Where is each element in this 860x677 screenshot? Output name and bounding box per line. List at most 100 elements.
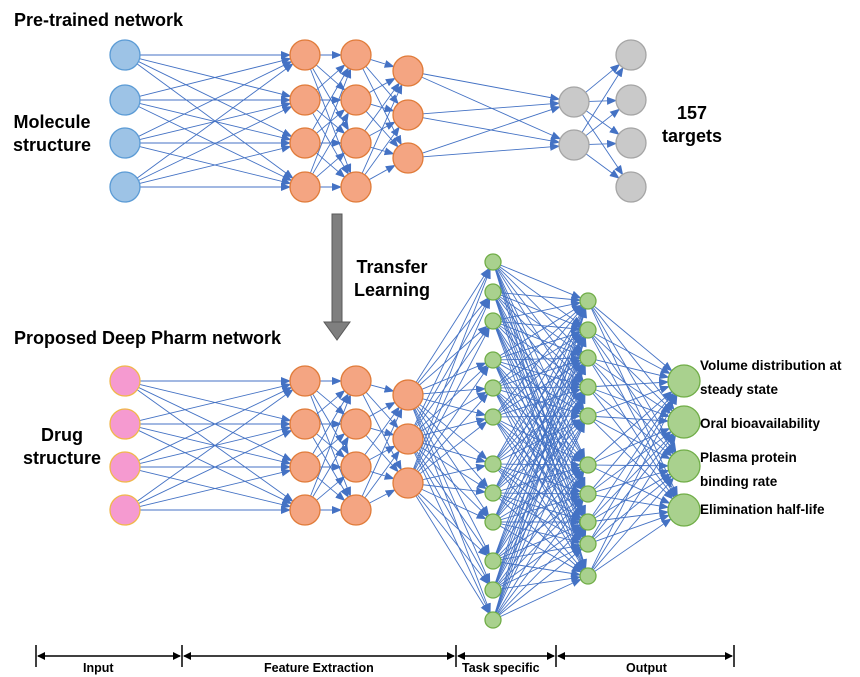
deeppharm-hidden2-node <box>340 408 372 440</box>
connection-edge <box>417 297 489 384</box>
molecule-line-2: structure <box>12 134 92 155</box>
pretrained-input-node <box>109 171 141 203</box>
pretrained-target-node <box>615 84 647 116</box>
deeppharm-task2-node <box>579 292 597 310</box>
deeppharm-task2-node <box>579 535 597 553</box>
connection-edge <box>312 436 349 498</box>
connection-edge <box>591 393 677 538</box>
connection-edge <box>312 112 349 175</box>
pretrained-shared-node <box>558 86 590 118</box>
connection-edge <box>595 461 670 470</box>
deeppharm-task1-node <box>484 611 502 629</box>
connection-edge <box>592 363 675 455</box>
connection-edge <box>315 64 346 91</box>
connection-edge <box>595 428 671 463</box>
drug-line-2: structure <box>22 447 102 468</box>
connection-edge <box>414 327 490 470</box>
deeppharm-task2-node <box>579 485 597 503</box>
pretrained-title: Pre-trained network <box>14 10 184 30</box>
deeppharm-task1-node <box>484 379 502 397</box>
deeppharm-task2-node <box>579 567 597 585</box>
pretrained-target-node <box>615 127 647 159</box>
connection-edge <box>370 384 395 393</box>
deeppharm-hidden1-node <box>289 494 321 526</box>
deeppharm-hidden1-node <box>289 451 321 483</box>
deeppharm-hidden2-node <box>340 365 372 397</box>
connection-edge <box>361 83 403 174</box>
deeppharm-output-node <box>667 493 701 527</box>
connection-edge <box>592 433 675 538</box>
targets-count: 157 <box>676 103 708 123</box>
connection-edge <box>310 394 351 497</box>
connection-edge <box>593 335 674 412</box>
connection-edge <box>594 419 671 460</box>
molecule-structure-label: Molecule structure <box>0 111 104 156</box>
connection-edge <box>316 476 346 501</box>
connection-edge <box>419 404 488 460</box>
connection-edge <box>368 164 396 181</box>
connection-edge <box>421 488 487 520</box>
connection-edge <box>370 58 395 68</box>
connection-edge <box>413 408 491 584</box>
deeppharm-task1-node <box>484 351 502 369</box>
connection-edge <box>416 365 490 471</box>
connection-edge <box>498 527 584 615</box>
connection-edge <box>421 76 562 140</box>
connection-edge <box>592 477 675 571</box>
targets-label: 157 targets <box>654 102 730 147</box>
connection-edge <box>585 63 621 93</box>
connection-edge <box>595 389 670 418</box>
connection-edge <box>593 475 673 540</box>
deeppharm-task2-node <box>579 321 597 339</box>
connection-edge <box>496 364 585 516</box>
pretrained-hidden3-node <box>392 99 424 131</box>
connection-edge <box>585 153 620 179</box>
connection-edge <box>364 82 400 132</box>
pretrained-input-node <box>109 84 141 116</box>
connection-edge <box>497 499 584 614</box>
transfer-line-2: Learning <box>353 279 430 300</box>
connection-edge <box>581 66 624 133</box>
deeppharm-task1-node <box>484 283 502 301</box>
pretrained-shared-node <box>558 129 590 161</box>
axis-label-feature-extraction: Feature Extraction <box>264 661 374 675</box>
connection-edge <box>413 452 491 614</box>
connection-edge <box>422 99 561 115</box>
connection-edge <box>364 126 400 176</box>
connection-edge <box>368 77 396 94</box>
output-label-elimination: Elimination half-life <box>700 502 825 517</box>
connection-edge <box>498 267 584 354</box>
connection-edge <box>412 268 491 470</box>
deeppharm-task1-node <box>484 455 502 473</box>
connection-edge <box>138 387 293 461</box>
deeppharm-task2-node <box>579 349 597 367</box>
connection-edge <box>499 266 583 326</box>
connection-edge <box>500 300 582 320</box>
connection-edge <box>499 468 582 519</box>
connection-edge <box>361 407 403 497</box>
connection-edge <box>495 307 587 583</box>
pretrained-hidden3-node <box>392 142 424 174</box>
connection-edge <box>496 394 585 539</box>
pretrained-hidden1-node <box>289 127 321 159</box>
connection-edge <box>593 305 673 372</box>
connection-edge <box>590 308 678 497</box>
connection-edge <box>500 292 582 304</box>
pretrained-hidden3-node <box>392 55 424 87</box>
connection-edge <box>417 393 489 473</box>
deeppharm-task2-node <box>579 456 597 474</box>
connection-edge <box>498 326 584 412</box>
deeppharm-task2-node <box>579 513 597 531</box>
proposed-title: Proposed Deep Pharm network <box>14 328 282 348</box>
connection-edge <box>497 392 584 516</box>
pretrained-hidden1-node <box>289 84 321 116</box>
deeppharm-hidden2-node <box>340 451 372 483</box>
connection-edge <box>136 389 294 502</box>
connection-edge <box>588 96 618 105</box>
connection-edge <box>500 460 582 469</box>
deeppharm-output-node <box>667 449 701 483</box>
connection-edge <box>581 114 624 176</box>
deeppharm-task2-node <box>579 407 597 425</box>
connection-edge <box>495 328 586 570</box>
connection-edge <box>495 307 586 554</box>
